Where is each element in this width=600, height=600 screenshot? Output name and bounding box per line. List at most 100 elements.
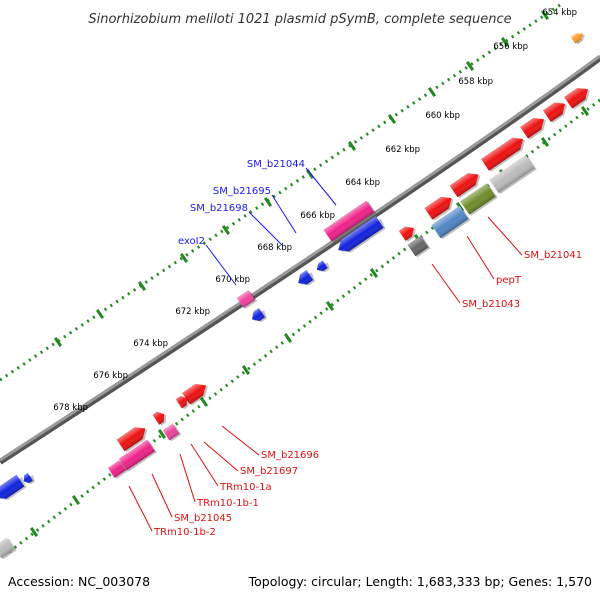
label-leader-lines (128, 167, 523, 532)
map-title: Sinorhizobium meliloti 1021 plasmid pSym… (88, 12, 511, 27)
tick-mark (95, 309, 105, 319)
tick-mark (325, 301, 335, 311)
tick-mark (221, 225, 231, 235)
tick-labels: 654 kbp 656 kbp 658 kbp 660 kbp 662 kbp 664 k… (53, 8, 577, 413)
outer-tick-ring (0, 3, 561, 382)
tick-label: 676 kbp (93, 371, 128, 381)
tick-mark (427, 87, 437, 97)
leader-line (431, 263, 461, 304)
gene-label: SM_b21043 (462, 299, 520, 310)
gene-label: SM_b21698 (190, 203, 248, 214)
tick-label: 666 kbp (300, 211, 335, 221)
gene-feature (175, 396, 190, 410)
gene-feature (564, 87, 590, 110)
gene-label: exoI2 (178, 236, 205, 247)
leader-line (179, 453, 196, 503)
gene-labels: SM_b21044 SM_b21695 SM_b21698 exoI2 SM_b2104… (153, 159, 582, 538)
accession-text: Accession: NC_003078 (8, 574, 150, 589)
gene-feature (460, 183, 498, 216)
tick-mark (179, 253, 189, 263)
leader-line (190, 443, 219, 487)
gene-feature (481, 137, 525, 172)
gene-feature (323, 200, 377, 243)
tick-label: 654 kbp (542, 8, 577, 18)
tick-mark (540, 10, 550, 20)
gene-feature (107, 460, 129, 479)
tick-mark (500, 37, 510, 47)
backbone-shadow (0, 55, 600, 465)
major-tick-marks (29, 10, 590, 537)
gene-feature (252, 308, 268, 322)
gene-feature (162, 423, 182, 442)
gene-feature (398, 226, 416, 242)
gene-label: TRm10-1b-2 (153, 527, 216, 538)
gene-label: TRm10-1b-1 (196, 498, 259, 509)
tick-mark (53, 337, 63, 347)
tick-mark (29, 527, 39, 537)
tick-mark (465, 61, 475, 71)
gene-feature (407, 235, 431, 258)
gene-feature (424, 196, 454, 221)
gene-feature (542, 102, 568, 124)
tick-mark (263, 197, 273, 207)
tick-mark (283, 333, 293, 343)
tick-mark (540, 137, 550, 147)
gene-feature (182, 383, 208, 406)
tick-label: 678 kbp (53, 403, 88, 413)
leader-line (128, 485, 153, 532)
leader-line (205, 244, 237, 286)
gene-feature (0, 474, 27, 500)
gene-label: SM_b21696 (261, 450, 319, 461)
gene-label: pepT (496, 275, 522, 286)
gene-feature (23, 473, 35, 485)
tick-mark (137, 281, 147, 291)
gene-feature (570, 33, 585, 45)
tick-label: 662 kbp (385, 145, 420, 155)
gene-label: SM_b21697 (240, 466, 298, 477)
tick-mark (157, 429, 167, 439)
gene-feature (116, 427, 148, 453)
leader-line (466, 235, 495, 280)
gene-feature (431, 205, 471, 240)
tick-label: 672 kbp (175, 307, 210, 317)
genome-summary-text: Topology: circular; Length: 1,683,333 bp… (248, 574, 592, 589)
leader-line (305, 167, 337, 206)
gene-feature (338, 216, 386, 253)
leader-line (248, 211, 283, 246)
gene-label: SM_b21045 (174, 513, 232, 524)
tick-mark (387, 114, 397, 124)
gene-feature (298, 270, 316, 286)
tick-mark (241, 365, 251, 375)
leader-line (203, 441, 239, 472)
leader-line (271, 194, 297, 234)
gene-feature (236, 290, 258, 309)
tick-label: 664 kbp (345, 178, 380, 188)
gene-feature (0, 537, 17, 560)
tick-label: 658 kbp (458, 77, 493, 87)
tick-label: 668 kbp (257, 243, 292, 253)
gene-feature (316, 260, 330, 273)
gene-feature (119, 439, 157, 472)
tick-label: 656 kbp (493, 42, 528, 52)
gene-features (0, 33, 590, 560)
gene-label: SM_b21695 (213, 186, 271, 197)
gene-label: SM_b21044 (247, 159, 305, 170)
tick-mark (369, 268, 379, 278)
inner-tick-ring (4, 98, 600, 557)
tick-label: 674 kbp (133, 339, 168, 349)
gene-feature (449, 173, 481, 199)
gene-label: SM_b21041 (524, 250, 582, 261)
tick-mark (199, 397, 209, 407)
gene-feature (489, 154, 537, 195)
leader-line (487, 216, 523, 256)
leader-line (221, 425, 260, 456)
gene-label: TRm10-1a (219, 482, 272, 493)
tick-mark (71, 495, 81, 505)
leader-line (151, 473, 173, 518)
backbone (0, 54, 600, 462)
tick-label: 660 kbp (425, 111, 460, 121)
tick-mark (347, 141, 357, 151)
gene-feature (152, 411, 167, 426)
